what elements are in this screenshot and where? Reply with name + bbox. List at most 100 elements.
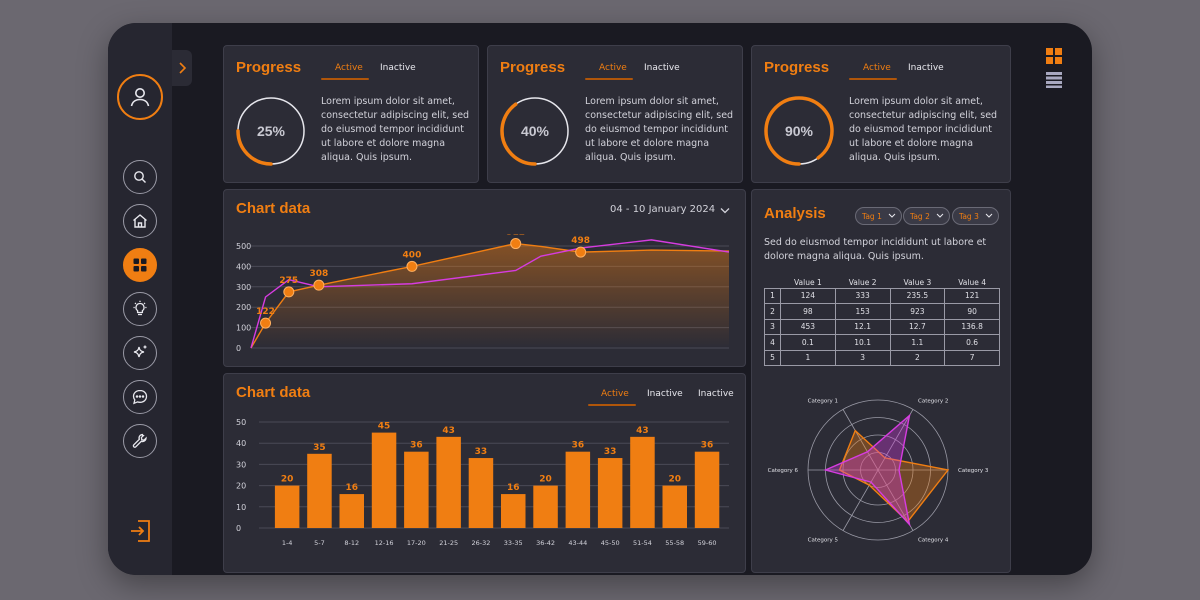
line-chart: 0 100 200 300 400 500 122 275 308 400 512 498 [236,234,730,353]
progress-ring: 25% [236,96,306,166]
progress-title: Progress [236,59,302,76]
x-tick-label: 55-58 [665,539,684,547]
chevron-down-icon [985,213,993,218]
bar-value-label: 45 [378,422,391,432]
table-header: Value 4 [958,277,986,287]
tab-active[interactable]: Active [863,63,891,73]
table-cell: 3 [834,349,891,366]
bar-value-label: 20 [668,475,681,485]
table-cell: 235.5 [889,287,946,304]
table-cell: 923 [889,303,946,320]
tab-active[interactable]: Active [599,63,627,73]
table-cell: 10.1 [834,334,891,351]
radar-axis-label: Category 6 [768,468,799,474]
nav-settings[interactable] [123,424,157,458]
radar-axis-label: Category 2 [918,399,948,405]
bar-chart: 0 10 20 30 40 50 20 1-4 35 5-7 16 8-12 45 12-16 36 17-2… [236,418,729,547]
bar-value-label: 20 [539,475,552,485]
line-chart-title: Chart data [236,200,311,217]
progress-title: Progress [764,59,830,76]
y-tick-label: 50 [236,418,246,427]
progress-percent: 40% [521,123,550,139]
series-area [251,243,729,348]
sparkle-icon [133,345,147,358]
tag-2-dropdown[interactable]: Tag 2 [903,207,950,225]
active-tab-indicator [321,78,369,80]
dashboard-grid-icon [133,258,147,272]
expand-sidebar-button[interactable] [172,50,192,86]
table-cell: 12.7 [889,318,946,335]
table-cell: 98 [780,303,836,320]
radar-axis-label: Category 1 [808,399,838,405]
list-view-icon[interactable] [1046,72,1062,88]
tab-active[interactable]: Active [335,63,363,73]
x-tick-label: 26-32 [472,539,491,547]
grid-view-icon[interactable] [1046,48,1062,64]
nav-search[interactable] [123,160,157,194]
tag-3-dropdown[interactable]: Tag 3 [952,207,999,225]
tab-inactive[interactable]: Inactive [380,63,416,73]
table-header-blank [765,277,781,288]
table-cell: 124 [780,287,836,304]
tab-inactive[interactable]: Inactive [908,63,944,73]
progress-description: Lorem ipsum dolor sit amet, consectetur … [585,96,734,163]
data-point [260,317,272,329]
progress-card-1: Progress Active Inactive 25% Lorem ipsum… [223,45,479,183]
table-cell: 4 [764,334,781,351]
table-cell: 0.6 [944,334,1000,351]
y-tick-label: 100 [236,324,251,333]
nav-dashboard[interactable] [123,248,157,282]
logout-button[interactable] [128,518,154,544]
active-tab-indicator [585,78,633,80]
nav-chat[interactable] [123,380,157,414]
radar-axis-label: Category 4 [918,537,949,543]
data-label: 400 [403,250,422,260]
table-cell: 333 [834,287,891,304]
nav-ideas[interactable] [123,292,157,326]
chevron-down-icon[interactable] [720,207,730,215]
radar-axis-label: Category 3 [958,468,989,474]
radar-axis [842,469,879,531]
nav-home[interactable] [123,204,157,238]
bar-tab-inactive-1[interactable]: Inactive [647,389,683,399]
progress-percent: 90% [785,123,814,139]
home-icon [133,214,147,228]
data-label: 308 [309,269,328,279]
bar-tab-active[interactable]: Active [601,389,629,399]
bar [565,451,591,528]
active-tab-indicator [588,404,636,406]
y-tick-label: 40 [236,439,246,448]
x-tick-label: 5-7 [314,539,325,547]
progress-card-3: Progress Active Inactive 90% Lorem ipsum… [751,45,1011,183]
wrench-icon [132,433,147,448]
progress-percent: 25% [257,123,286,139]
x-tick-label: 59-60 [698,539,717,547]
profile-avatar[interactable] [117,74,163,120]
bar-value-label: 36 [410,441,423,451]
tag-label: Tag 1 [862,211,882,221]
bar-value-label: 20 [281,475,294,485]
y-tick-label: 300 [236,283,251,292]
data-label: 512 [506,234,525,238]
table-cell: 153 [834,303,891,320]
nav-ai[interactable] [123,336,157,370]
y-tick-label: 200 [236,303,251,312]
y-tick-label: 10 [236,503,246,512]
table-cell: 7 [944,349,1000,366]
view-toggle [1046,48,1062,88]
table-cell: 12.1 [834,318,891,335]
progress-description: Lorem ipsum dolor sit amet, consectetur … [321,96,470,163]
radar-axis-label: Category 5 [808,537,839,543]
logout-icon [131,520,150,542]
bar [371,432,397,528]
bar-tab-inactive-2[interactable]: Inactive [698,389,734,399]
table-row: 1 124 333 235.5 121 [764,287,1000,304]
data-label: 275 [279,276,298,286]
bar [662,485,687,528]
active-tab-indicator [849,78,897,80]
user-icon [130,88,150,107]
tag-1-dropdown[interactable]: Tag 1 [855,207,902,225]
y-tick-label: 400 [236,262,251,271]
analysis-card: Analysis Tag 1 Tag 2 Tag 3 Sed do eiusmo… [751,189,1011,573]
tab-inactive[interactable]: Inactive [644,63,680,73]
